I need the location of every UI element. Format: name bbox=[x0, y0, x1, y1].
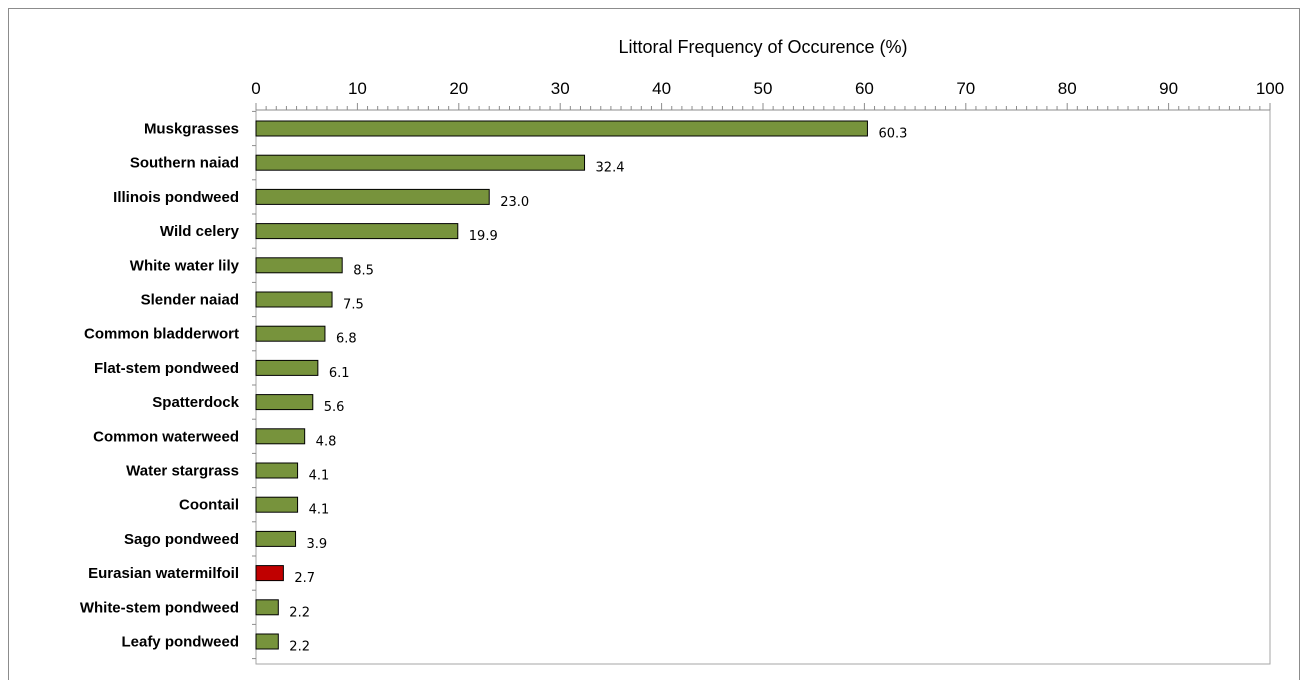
data-labels: 60.3 32.4 23.0 19.9 8.5 7.5 6.8 6.1 5.6 4.8 4.1 4.1… bbox=[289, 127, 907, 655]
category-label: Water stargrass bbox=[126, 463, 239, 480]
data-label: 4.8 bbox=[316, 434, 337, 449]
data-label: 32.4 bbox=[596, 161, 625, 176]
bar-water-stargrass bbox=[255, 462, 299, 479]
bar-sago-pondweed bbox=[255, 530, 297, 547]
bar-coontail bbox=[255, 496, 299, 513]
category-label: White water lily bbox=[130, 257, 240, 274]
x-tick-label: 90 bbox=[1159, 79, 1178, 98]
bar-eurasian-watermilfoil bbox=[255, 565, 284, 582]
data-label: 5.6 bbox=[324, 400, 345, 415]
data-label: 2.7 bbox=[294, 571, 315, 586]
x-tick-label: 60 bbox=[855, 79, 874, 98]
x-tick-label: 70 bbox=[956, 79, 975, 98]
bars bbox=[255, 120, 868, 650]
data-label: 60.3 bbox=[878, 127, 907, 142]
x-tick-label: 50 bbox=[754, 79, 773, 98]
data-label: 2.2 bbox=[289, 640, 310, 655]
x-axis-title: Littoral Frequency of Occurence (%) bbox=[618, 37, 907, 57]
data-label: 19.9 bbox=[469, 229, 498, 244]
category-label: Slender naiad bbox=[141, 292, 239, 309]
category-label: Wild celery bbox=[160, 223, 240, 240]
bar-common-bladderwort bbox=[255, 325, 326, 342]
bar-spatterdock bbox=[255, 394, 314, 411]
data-label: 2.2 bbox=[289, 605, 310, 620]
x-tick-label: 80 bbox=[1058, 79, 1077, 98]
data-label: 6.8 bbox=[336, 332, 357, 347]
x-tick-label: 30 bbox=[551, 79, 570, 98]
category-label: Leafy pondweed bbox=[121, 634, 239, 651]
category-label: Illinois pondweed bbox=[113, 189, 239, 206]
category-label: Sago pondweed bbox=[124, 531, 239, 548]
bar-wild-celery bbox=[255, 223, 459, 240]
category-label: Spatterdock bbox=[152, 394, 239, 411]
bar-illinois-pondweed bbox=[255, 188, 490, 205]
x-tick-label: 40 bbox=[652, 79, 671, 98]
x-axis bbox=[252, 103, 1271, 660]
bar-slender-naiad bbox=[255, 291, 333, 308]
data-label: 4.1 bbox=[309, 469, 330, 484]
x-axis-tick-labels: 0 10 20 30 40 50 60 70 80 90 100 bbox=[251, 79, 1284, 98]
category-label: Coontail bbox=[179, 497, 239, 514]
category-labels: Muskgrasses Southern naiad Illinois pondwe… bbox=[80, 121, 240, 651]
bar-white-water-lily bbox=[255, 257, 343, 274]
x-tick-label: 10 bbox=[348, 79, 367, 98]
category-label: Flat-stem pondweed bbox=[94, 360, 239, 377]
category-label: White-stem pondweed bbox=[80, 599, 239, 616]
data-label: 4.1 bbox=[309, 503, 330, 518]
bar-leafy-pondweed bbox=[255, 633, 279, 650]
category-label: Common waterweed bbox=[93, 428, 239, 445]
data-label: 3.9 bbox=[307, 537, 328, 552]
x-tick-label: 0 bbox=[251, 79, 260, 98]
x-tick-label: 100 bbox=[1256, 79, 1284, 98]
data-label: 6.1 bbox=[329, 366, 350, 381]
data-label: 7.5 bbox=[343, 298, 364, 313]
bar-white-stem-pondweed bbox=[255, 599, 279, 616]
data-label: 8.5 bbox=[353, 263, 374, 278]
bar-flat-stem-pondweed bbox=[255, 359, 319, 376]
bar-muskgrasses bbox=[255, 120, 868, 137]
bar-common-waterweed bbox=[255, 428, 306, 445]
bar-southern-naiad bbox=[255, 154, 586, 171]
category-label: Common bladderwort bbox=[84, 326, 239, 343]
category-label: Southern naiad bbox=[130, 155, 239, 172]
category-label: Muskgrasses bbox=[144, 121, 239, 138]
data-label: 23.0 bbox=[500, 195, 529, 210]
x-tick-label: 20 bbox=[449, 79, 468, 98]
category-label: Eurasian watermilfoil bbox=[88, 565, 239, 582]
chart-frame bbox=[8, 8, 1300, 680]
